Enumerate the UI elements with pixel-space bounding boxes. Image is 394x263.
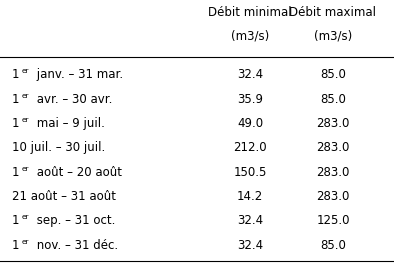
Text: 1: 1 <box>12 93 19 106</box>
Text: er: er <box>22 166 30 172</box>
Text: 1: 1 <box>12 239 19 252</box>
Text: 1: 1 <box>12 166 19 179</box>
Text: 32.4: 32.4 <box>237 68 263 81</box>
Text: er: er <box>22 117 30 123</box>
Text: 32.4: 32.4 <box>237 239 263 252</box>
Text: 1: 1 <box>12 117 19 130</box>
Text: août – 20 août: août – 20 août <box>33 166 122 179</box>
Text: 49.0: 49.0 <box>237 117 263 130</box>
Text: 85.0: 85.0 <box>320 68 346 81</box>
Text: 10 juil. – 30 juil.: 10 juil. – 30 juil. <box>12 141 105 154</box>
Text: nov. – 31 déc.: nov. – 31 déc. <box>33 239 118 252</box>
Text: 14.2: 14.2 <box>237 190 263 203</box>
Text: Débit maximal: Débit maximal <box>290 6 376 19</box>
Text: 150.5: 150.5 <box>234 166 267 179</box>
Text: 32.4: 32.4 <box>237 214 263 227</box>
Text: 21 août – 31 août: 21 août – 31 août <box>12 190 116 203</box>
Text: 283.0: 283.0 <box>316 141 349 154</box>
Text: 1: 1 <box>12 214 19 227</box>
Text: 283.0: 283.0 <box>316 117 349 130</box>
Text: 125.0: 125.0 <box>316 214 350 227</box>
Text: janv. – 31 mar.: janv. – 31 mar. <box>33 68 123 81</box>
Text: er: er <box>22 68 30 74</box>
Text: er: er <box>22 214 30 220</box>
Text: (m3/s): (m3/s) <box>314 29 352 42</box>
Text: er: er <box>22 93 30 99</box>
Text: Débit minimal: Débit minimal <box>208 6 292 19</box>
Text: 35.9: 35.9 <box>237 93 263 106</box>
Text: 283.0: 283.0 <box>316 190 349 203</box>
Text: er: er <box>22 239 30 245</box>
Text: 85.0: 85.0 <box>320 93 346 106</box>
Text: 1: 1 <box>12 68 19 81</box>
Text: (m3/s): (m3/s) <box>231 29 269 42</box>
Text: 212.0: 212.0 <box>233 141 267 154</box>
Text: 85.0: 85.0 <box>320 239 346 252</box>
Text: sep. – 31 oct.: sep. – 31 oct. <box>33 214 115 227</box>
Text: 283.0: 283.0 <box>316 166 349 179</box>
Text: avr. – 30 avr.: avr. – 30 avr. <box>33 93 112 106</box>
Text: mai – 9 juil.: mai – 9 juil. <box>33 117 104 130</box>
